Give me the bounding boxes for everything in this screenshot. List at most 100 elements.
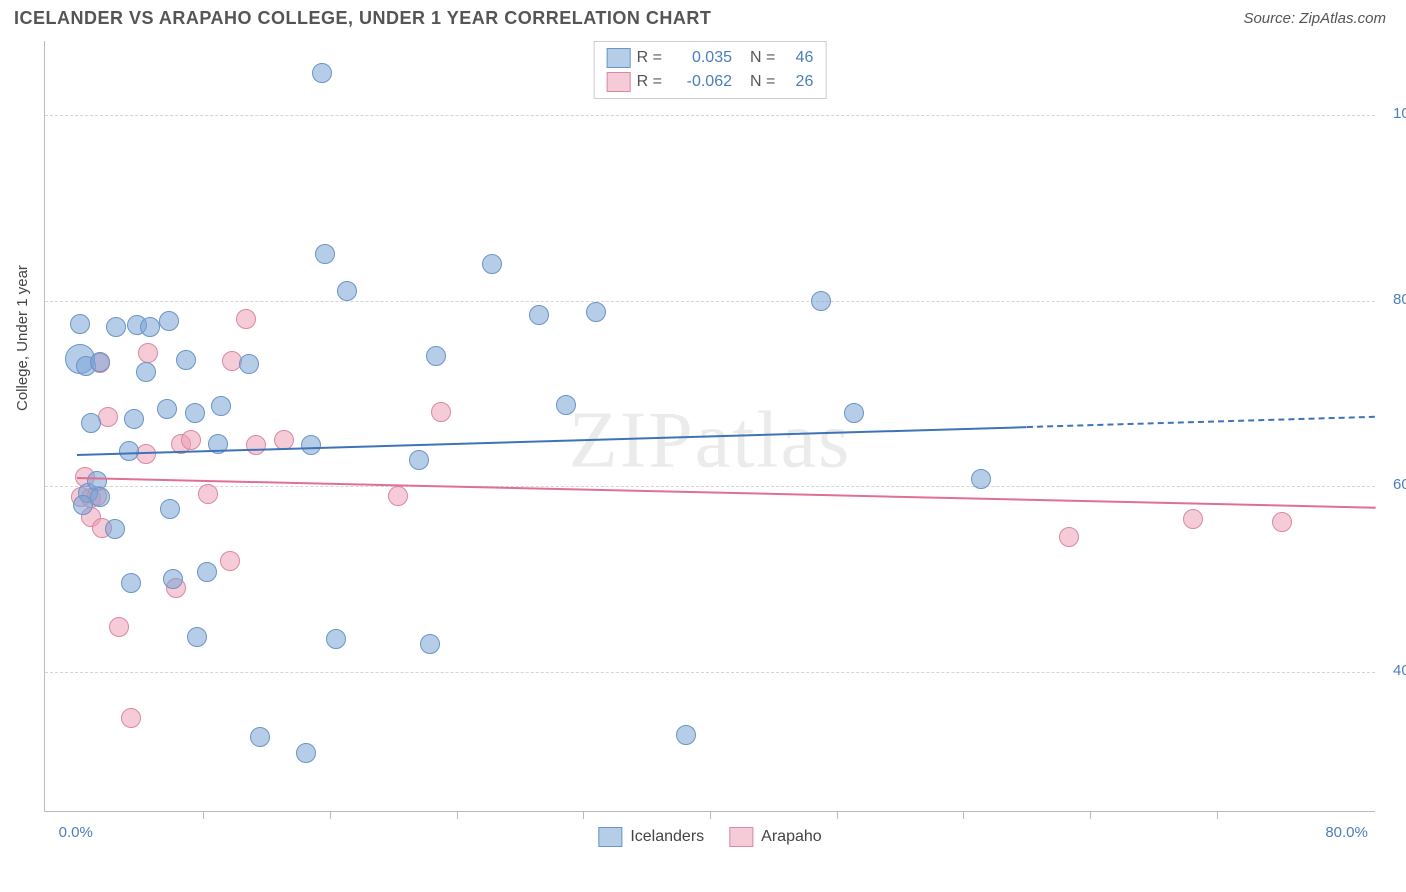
data-point bbox=[246, 435, 266, 455]
data-point bbox=[1272, 512, 1292, 532]
legend-r-label: R = bbox=[637, 49, 662, 67]
x-tick-label: 80.0% bbox=[1325, 824, 1368, 841]
y-axis-label: College, Under 1 year bbox=[14, 265, 31, 411]
x-tick-mark bbox=[330, 811, 331, 819]
x-tick-mark bbox=[203, 811, 204, 819]
data-point bbox=[971, 469, 991, 489]
legend-n-value: 26 bbox=[781, 73, 813, 91]
y-tick-label: 100.0% bbox=[1383, 105, 1406, 122]
data-point bbox=[176, 350, 196, 370]
data-point bbox=[301, 435, 321, 455]
data-point bbox=[296, 743, 316, 763]
legend-swatch bbox=[729, 827, 753, 847]
data-point bbox=[138, 343, 158, 363]
gridline bbox=[45, 115, 1375, 116]
trend-line bbox=[1027, 416, 1375, 428]
legend-swatch bbox=[598, 827, 622, 847]
data-point bbox=[159, 311, 179, 331]
x-tick-mark bbox=[963, 811, 964, 819]
legend-stat-row: R = 0.035 N = 46 bbox=[607, 46, 814, 70]
chart-title: ICELANDER VS ARAPAHO COLLEGE, UNDER 1 YE… bbox=[14, 8, 711, 29]
data-point bbox=[1183, 509, 1203, 529]
x-tick-mark bbox=[837, 811, 838, 819]
data-point bbox=[315, 244, 335, 264]
data-point bbox=[136, 362, 156, 382]
data-point bbox=[312, 63, 332, 83]
x-tick-mark bbox=[710, 811, 711, 819]
y-tick-label: 40.0% bbox=[1383, 662, 1406, 679]
data-point bbox=[1059, 527, 1079, 547]
watermark-text: ZIPatlas bbox=[569, 396, 852, 487]
data-point bbox=[529, 305, 549, 325]
data-point bbox=[197, 562, 217, 582]
y-tick-label: 80.0% bbox=[1383, 291, 1406, 308]
x-tick-mark bbox=[457, 811, 458, 819]
data-point bbox=[236, 309, 256, 329]
legend-series-item: Icelanders bbox=[598, 827, 704, 847]
legend-r-value: -0.062 bbox=[668, 73, 732, 91]
data-point bbox=[586, 302, 606, 322]
data-point bbox=[811, 291, 831, 311]
legend-series-label: Icelanders bbox=[630, 828, 704, 846]
data-point bbox=[844, 403, 864, 423]
x-tick-mark bbox=[1217, 811, 1218, 819]
data-point bbox=[239, 354, 259, 374]
data-point bbox=[90, 352, 110, 372]
legend-swatch bbox=[607, 72, 631, 92]
y-tick-label: 60.0% bbox=[1383, 476, 1406, 493]
chart-header: ICELANDER VS ARAPAHO COLLEGE, UNDER 1 YE… bbox=[0, 0, 1406, 33]
data-point bbox=[211, 396, 231, 416]
data-point bbox=[121, 573, 141, 593]
chart-source: Source: ZipAtlas.com bbox=[1243, 10, 1386, 27]
data-point bbox=[70, 314, 90, 334]
legend-n-label: N = bbox=[750, 49, 775, 67]
legend-series-label: Arapaho bbox=[761, 828, 822, 846]
data-point bbox=[124, 409, 144, 429]
data-point bbox=[163, 569, 183, 589]
legend-n-value: 46 bbox=[781, 49, 813, 67]
data-point bbox=[326, 629, 346, 649]
data-point bbox=[431, 402, 451, 422]
gridline bbox=[45, 672, 1375, 673]
data-point bbox=[140, 317, 160, 337]
data-point bbox=[185, 403, 205, 423]
data-point bbox=[106, 317, 126, 337]
data-point bbox=[220, 551, 240, 571]
data-point bbox=[676, 725, 696, 745]
x-tick-mark bbox=[583, 811, 584, 819]
data-point bbox=[119, 441, 139, 461]
data-point bbox=[337, 281, 357, 301]
x-tick-mark bbox=[1090, 811, 1091, 819]
legend-stat-row: R = -0.062 N = 26 bbox=[607, 70, 814, 94]
legend-n-label: N = bbox=[750, 73, 775, 91]
data-point bbox=[90, 487, 110, 507]
data-point bbox=[157, 399, 177, 419]
trend-line bbox=[77, 477, 1375, 509]
data-point bbox=[81, 413, 101, 433]
legend-series-item: Arapaho bbox=[729, 827, 822, 847]
x-tick-label: 0.0% bbox=[59, 824, 93, 841]
legend-stats: R = 0.035 N = 46 R = -0.062 N = 26 bbox=[594, 41, 827, 99]
legend-swatch bbox=[607, 48, 631, 68]
data-point bbox=[160, 499, 180, 519]
data-point bbox=[109, 617, 129, 637]
data-point bbox=[105, 519, 125, 539]
data-point bbox=[420, 634, 440, 654]
legend-r-value: 0.035 bbox=[668, 49, 732, 67]
data-point bbox=[198, 484, 218, 504]
data-point bbox=[409, 450, 429, 470]
data-point bbox=[181, 430, 201, 450]
data-point bbox=[482, 254, 502, 274]
data-point bbox=[250, 727, 270, 747]
data-point bbox=[426, 346, 446, 366]
data-point bbox=[187, 627, 207, 647]
gridline bbox=[45, 486, 1375, 487]
legend-series: Icelanders Arapaho bbox=[598, 827, 821, 847]
data-point bbox=[121, 708, 141, 728]
data-point bbox=[388, 486, 408, 506]
plot-area: ZIPatlas R = 0.035 N = 46 R = -0.062 N = 26… bbox=[44, 41, 1375, 812]
data-point bbox=[98, 407, 118, 427]
data-point bbox=[556, 395, 576, 415]
gridline bbox=[45, 301, 1375, 302]
legend-r-label: R = bbox=[637, 73, 662, 91]
